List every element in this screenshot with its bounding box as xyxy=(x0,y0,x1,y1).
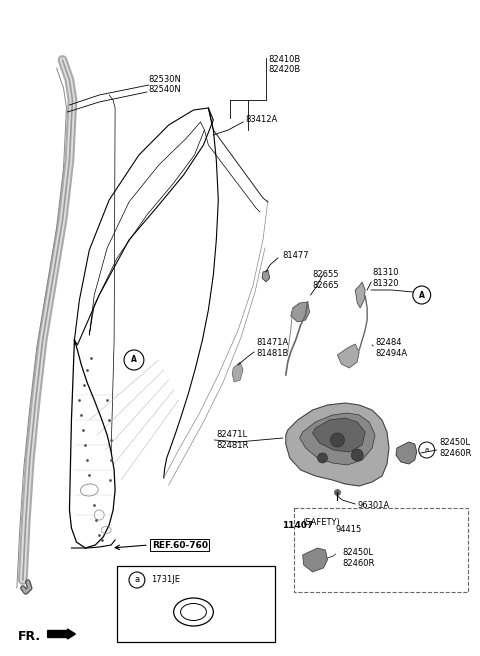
Polygon shape xyxy=(300,413,375,465)
Text: 82530N
82540N: 82530N 82540N xyxy=(149,75,182,94)
Text: 81310
81320: 81310 81320 xyxy=(372,268,398,288)
Polygon shape xyxy=(355,282,365,308)
Circle shape xyxy=(318,453,327,463)
Text: 96301A: 96301A xyxy=(357,501,389,510)
Polygon shape xyxy=(337,344,359,368)
Text: REF.60-760: REF.60-760 xyxy=(152,541,208,550)
Text: a: a xyxy=(425,447,429,453)
FancyBboxPatch shape xyxy=(294,508,468,592)
Text: A: A xyxy=(131,356,137,365)
Text: 81471A
81481B: 81471A 81481B xyxy=(256,338,288,358)
Text: 83412A: 83412A xyxy=(245,115,277,124)
Polygon shape xyxy=(262,270,270,282)
Text: FR.: FR. xyxy=(18,630,41,642)
Text: 82450L
82460R: 82450L 82460R xyxy=(440,438,472,458)
Text: A: A xyxy=(419,291,425,300)
Polygon shape xyxy=(232,362,243,382)
Text: 82655
82665: 82655 82665 xyxy=(312,270,339,290)
Circle shape xyxy=(351,449,363,461)
Polygon shape xyxy=(312,418,365,452)
Text: (SAFETY): (SAFETY) xyxy=(303,518,340,527)
Polygon shape xyxy=(396,442,417,464)
FancyBboxPatch shape xyxy=(117,566,275,642)
Text: a: a xyxy=(134,575,140,584)
Polygon shape xyxy=(303,548,327,572)
Text: 82484
82494A: 82484 82494A xyxy=(375,338,407,358)
Circle shape xyxy=(330,433,344,447)
Text: 81477: 81477 xyxy=(283,251,310,260)
Polygon shape xyxy=(286,403,389,486)
FancyArrow shape xyxy=(48,629,75,639)
Text: 1731JE: 1731JE xyxy=(151,575,180,584)
Text: 94415: 94415 xyxy=(336,525,361,535)
Text: 11407: 11407 xyxy=(282,520,313,529)
Polygon shape xyxy=(291,302,310,322)
Text: 82471L
82481R: 82471L 82481R xyxy=(216,430,249,450)
Text: 82410B
82420B: 82410B 82420B xyxy=(268,55,300,74)
Text: 82450L
82460R: 82450L 82460R xyxy=(342,548,375,567)
